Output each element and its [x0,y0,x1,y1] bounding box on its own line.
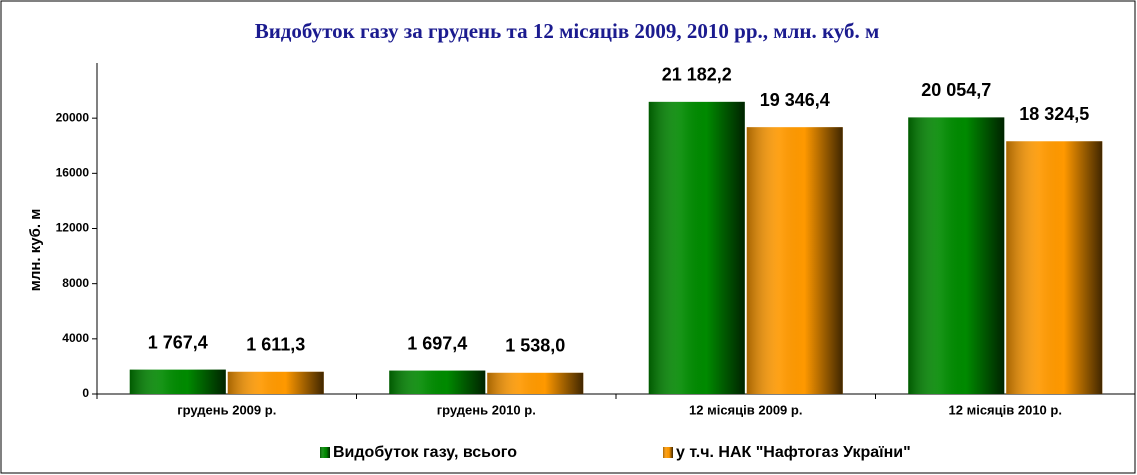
legend-label: Видобуток газу, всього [333,444,517,461]
y-axis-label: млн. куб. м [27,209,44,292]
value-label: 21 182,2 [662,65,732,85]
bar [648,101,745,395]
bar [908,117,1005,394]
value-label: 20 054,7 [921,80,991,100]
legend-label: у т.ч. НАК "Нафтогаз України" [676,444,911,461]
value-label: 1 538,0 [505,336,565,356]
x-tick-label: грудень 2010 р. [437,402,536,417]
value-label: 1 697,4 [407,333,467,353]
bar [746,127,843,394]
value-label: 1 767,4 [148,332,208,352]
x-tick-label: грудень 2009 р. [177,402,276,417]
bar [389,370,486,394]
value-label: 1 611,3 [246,335,305,355]
y-tick-label: 4000 [62,331,89,345]
y-tick-label: 12000 [56,221,90,235]
bar [487,372,584,394]
legend-swatch-shade [663,447,673,458]
x-tick-label: 12 місяців 2010 р. [949,402,1062,417]
bar [227,371,324,394]
y-tick-label: 8000 [62,276,89,290]
value-label: 18 324,5 [1019,104,1089,124]
x-tick-label: 12 місяців 2009 р. [689,402,802,417]
chart-title: Видобуток газу за грудень та 12 місяців … [255,19,880,43]
y-tick-label: 20000 [56,110,90,124]
legend-swatch-shade [320,447,330,458]
bar [1006,141,1103,394]
y-tick-label: 0 [82,386,89,400]
y-tick-label: 16000 [56,166,90,180]
bar [129,369,226,394]
value-label: 19 346,4 [760,90,830,110]
